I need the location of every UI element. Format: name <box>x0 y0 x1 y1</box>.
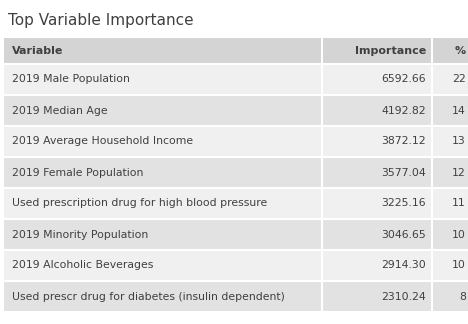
Text: 22: 22 <box>452 75 466 85</box>
Bar <box>432 250 468 281</box>
Text: 2019 Median Age: 2019 Median Age <box>12 106 108 115</box>
Bar <box>322 64 432 95</box>
Bar <box>322 188 432 219</box>
Text: 4192.82: 4192.82 <box>381 106 426 115</box>
Bar <box>322 250 432 281</box>
Text: Top Variable Importance: Top Variable Importance <box>8 13 194 28</box>
Text: Used prescription drug for high blood pressure: Used prescription drug for high blood pr… <box>12 199 267 209</box>
Text: 8: 8 <box>459 292 466 302</box>
Bar <box>432 64 468 95</box>
Text: 12: 12 <box>452 168 466 178</box>
Bar <box>4 38 322 64</box>
Bar <box>4 126 322 157</box>
Bar <box>4 95 322 126</box>
Text: 6592.66: 6592.66 <box>381 75 426 85</box>
Bar <box>432 281 468 312</box>
Bar <box>4 157 322 188</box>
Bar <box>322 95 432 126</box>
Text: 2019 Average Household Income: 2019 Average Household Income <box>12 136 193 146</box>
Bar <box>4 250 322 281</box>
Text: 11: 11 <box>452 199 466 209</box>
Text: 2914.30: 2914.30 <box>381 260 426 271</box>
Text: 3577.04: 3577.04 <box>381 168 426 178</box>
Text: 2310.24: 2310.24 <box>381 292 426 302</box>
Text: Variable: Variable <box>12 46 63 56</box>
Text: 10: 10 <box>452 260 466 271</box>
Bar <box>4 281 322 312</box>
Text: %: % <box>455 46 466 56</box>
Bar <box>322 126 432 157</box>
Text: Used prescr drug for diabetes (insulin dependent): Used prescr drug for diabetes (insulin d… <box>12 292 285 302</box>
Bar <box>432 157 468 188</box>
Bar <box>322 219 432 250</box>
Text: 2019 Female Population: 2019 Female Population <box>12 168 143 178</box>
Bar <box>432 38 468 64</box>
Bar <box>322 38 432 64</box>
Text: 3872.12: 3872.12 <box>381 136 426 146</box>
Bar <box>432 188 468 219</box>
Text: 2019 Alcoholic Beverages: 2019 Alcoholic Beverages <box>12 260 154 271</box>
Text: 2019 Male Population: 2019 Male Population <box>12 75 130 85</box>
Text: 13: 13 <box>452 136 466 146</box>
Text: 10: 10 <box>452 229 466 239</box>
Bar <box>322 281 432 312</box>
Bar <box>432 95 468 126</box>
Bar <box>4 188 322 219</box>
Text: 3225.16: 3225.16 <box>381 199 426 209</box>
Text: 14: 14 <box>452 106 466 115</box>
Text: Importance: Importance <box>355 46 426 56</box>
Bar <box>432 219 468 250</box>
Bar <box>4 64 322 95</box>
Text: 3046.65: 3046.65 <box>381 229 426 239</box>
Bar <box>432 126 468 157</box>
Bar <box>4 219 322 250</box>
Bar <box>322 157 432 188</box>
Text: 2019 Minority Population: 2019 Minority Population <box>12 229 148 239</box>
